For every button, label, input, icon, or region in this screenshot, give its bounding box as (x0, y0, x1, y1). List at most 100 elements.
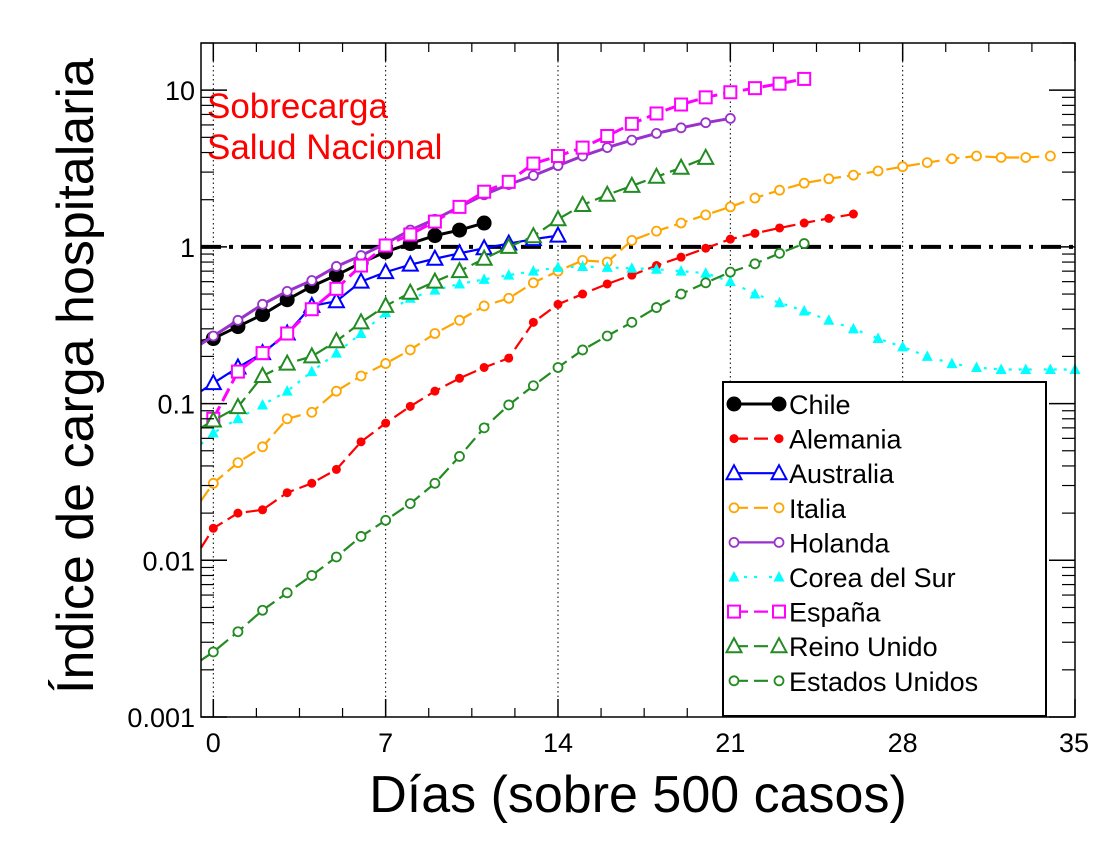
data-point-2-8 (376, 262, 395, 280)
legend-marker (772, 604, 786, 619)
data-point-1-5 (307, 478, 317, 488)
data-point-8-2 (232, 626, 244, 638)
data-point-5-24 (774, 296, 786, 308)
data-point-0-10 (427, 228, 443, 244)
data-point-3-33 (995, 152, 1007, 163)
legend: Chile Alemania Australia Italia Holanda Corea… (722, 381, 1047, 717)
data-point-1-15 (553, 299, 563, 309)
data-point-3-34 (1020, 152, 1032, 163)
data-point-3-2 (232, 457, 244, 469)
data-point-8-11 (454, 451, 465, 462)
axes: 0 7 14 21 28 35 0.001 0.01 0.1 1 10 (127, 42, 1089, 758)
legend-label: Holanda (789, 528, 891, 558)
data-point-5-29 (897, 340, 909, 352)
data-point-0-4 (279, 292, 295, 308)
data-point-5-7 (355, 327, 367, 339)
data-point-3-35 (1044, 150, 1056, 162)
data-point-4-22 (724, 113, 736, 124)
data-point-5-31 (946, 357, 958, 369)
data-point-8-9 (404, 498, 416, 510)
data-point-5-27 (847, 322, 859, 334)
data-point-4-19 (651, 127, 662, 139)
series-estados-unidos (200, 238, 810, 662)
series-reino-unido (200, 147, 715, 429)
data-point-8-20 (675, 288, 687, 300)
data-point-6-2 (255, 346, 270, 361)
data-point-3-18 (626, 234, 638, 246)
series-españa (206, 71, 812, 426)
data-point-5-2 (232, 412, 244, 424)
data-point-5-12 (478, 273, 490, 284)
data-point-4-18 (626, 134, 638, 146)
x-axis-title: Días (sobre 500 casos) (369, 766, 907, 824)
series-line-2 (200, 234, 559, 393)
series-alemania (200, 209, 858, 549)
data-point-3-4 (281, 413, 293, 425)
data-point-1-14 (528, 317, 538, 327)
legend-label: Italia (789, 494, 847, 524)
data-point-7-6 (327, 331, 346, 349)
legend-marker (727, 604, 741, 619)
data-point-2-15 (548, 225, 568, 243)
legend-label: España (789, 598, 882, 628)
data-point-8-12 (478, 422, 490, 434)
legend-marker (773, 675, 785, 687)
series-line-8 (200, 242, 805, 662)
data-point-7-7 (351, 312, 371, 330)
data-point-6-9 (427, 214, 442, 229)
data-point-7-8 (376, 295, 395, 313)
legend-marker (728, 537, 740, 548)
legend-item: Italia (728, 494, 847, 524)
data-point-7-3 (253, 365, 272, 383)
data-point-7-16 (573, 194, 592, 213)
series-group (200, 71, 1081, 662)
data-point-2-11 (450, 243, 469, 261)
legend-marker (728, 502, 740, 514)
y-tick-label-4: 10 (165, 76, 195, 106)
data-point-4-1 (207, 330, 219, 342)
data-point-8-10 (429, 477, 441, 489)
data-point-1-2 (233, 508, 243, 518)
data-point-5-13 (503, 269, 515, 280)
data-point-1-25 (799, 218, 809, 228)
legend-marker (728, 571, 740, 582)
legend-item: Corea del Sur (728, 563, 956, 593)
data-point-1-1 (208, 523, 218, 533)
data-point-1-13 (504, 353, 514, 363)
legend-marker (724, 636, 744, 654)
legend-label: Reino Unido (789, 632, 938, 662)
legend-item: Australia (724, 459, 895, 489)
data-point-2-9 (401, 254, 420, 272)
data-point-8-22 (724, 266, 736, 278)
series-corea-del-sur (200, 260, 1081, 446)
data-point-5-20 (675, 265, 687, 276)
data-point-5-3 (257, 398, 269, 410)
data-point-7-9 (401, 282, 420, 300)
data-point-6-14 (550, 149, 565, 164)
data-point-6-16 (600, 128, 615, 143)
data-point-3-28 (872, 165, 884, 177)
data-point-6-19 (674, 97, 689, 112)
legend-marker (773, 571, 785, 582)
data-point-8-15 (552, 362, 564, 373)
data-point-3-30 (921, 157, 933, 169)
data-point-4-17 (601, 142, 613, 154)
data-point-3-25 (798, 177, 810, 189)
data-point-5-34 (1020, 363, 1032, 375)
data-point-4-4 (281, 285, 293, 297)
data-point-6-15 (575, 140, 590, 155)
data-point-1-16 (578, 289, 588, 299)
data-point-8-17 (601, 330, 613, 342)
data-point-3-31 (946, 153, 958, 165)
data-point-7-10 (425, 271, 445, 289)
data-point-5-18 (626, 262, 638, 273)
data-point-8-24 (774, 247, 785, 259)
data-point-7-11 (450, 261, 469, 279)
data-point-6-10 (452, 199, 467, 214)
data-point-1-23 (750, 228, 760, 238)
legend-marker (724, 463, 744, 481)
data-point-1-10 (430, 386, 440, 396)
data-point-6-22 (747, 81, 762, 96)
data-point-1-3 (258, 505, 268, 515)
data-point-2-6 (327, 291, 346, 309)
